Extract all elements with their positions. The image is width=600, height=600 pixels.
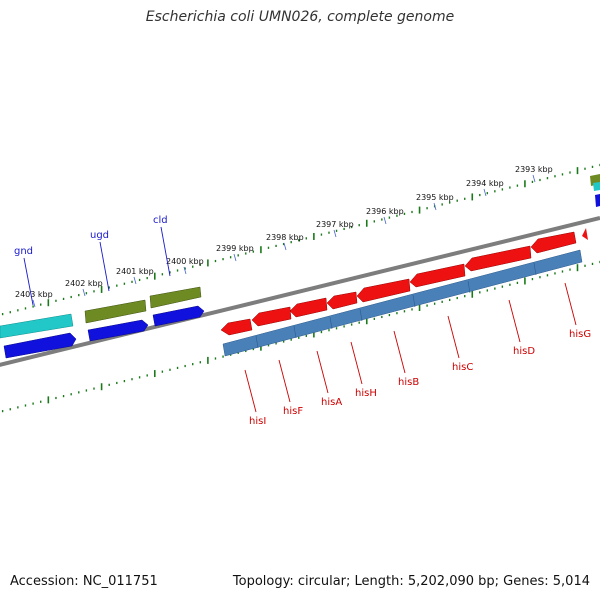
scale-label-leader (133, 276, 137, 285)
cds-arrow-partial (582, 228, 588, 240)
gene-label-hisA: hisA (321, 397, 342, 408)
cds-arrow-hisH (326, 291, 358, 310)
gene-feature-blue (595, 194, 600, 207)
genome-stats-label: Topology: circular; Length: 5,202,090 bp… (232, 574, 590, 589)
gene-leader-line (564, 282, 577, 326)
scale-label: 2399 kbp (216, 244, 254, 253)
genome-backbone (0, 216, 600, 367)
gene-leader-line (278, 359, 291, 403)
scale-label-leader (32, 299, 36, 308)
scale-label: 2393 kbp (515, 165, 553, 174)
inner-tick-track (1, 260, 600, 413)
gene-leader-line (393, 330, 406, 374)
gene-leader-line (160, 226, 171, 277)
scale-label-leader (483, 188, 487, 197)
feature-track-left (0, 286, 205, 359)
his-operon-genes (222, 249, 583, 357)
gene-leader-line (508, 299, 521, 343)
gene-label-hisG: hisG (569, 329, 591, 340)
scale-label-leader (82, 288, 86, 297)
scale-label-leader (433, 202, 437, 211)
gene-feature-blue (3, 332, 77, 359)
gene-label-hisH: hisH (355, 388, 377, 399)
scale-label: 2397 kbp (316, 220, 354, 229)
scale-label: 2400 kbp (166, 257, 204, 266)
map-title: Escherichia coli UMN026, complete genome (145, 9, 455, 25)
gene-label-hisF: hisF (283, 406, 303, 417)
cds-arrow-hisC (409, 263, 466, 288)
gene-leader-line (23, 257, 34, 306)
gene-feature-cyan (593, 182, 600, 191)
gene-feature-olive (149, 286, 202, 309)
outer-tick-track (1, 163, 600, 316)
gene-label-hisC: hisC (452, 362, 473, 373)
accession-label: Accession: NC_011751 (10, 574, 158, 589)
scale-label-leader (233, 253, 237, 262)
gene-label-ugd: ugd (90, 230, 109, 241)
scale-label: 2401 kbp (116, 267, 154, 276)
gene-feature-olive (84, 299, 147, 324)
cds-arrow-hisF (251, 306, 292, 327)
gene-label-group: gnd ugd cld hisI hisF hisA hisH hisB hisC hisD his… (14, 215, 591, 427)
scale-label-leader (333, 229, 337, 238)
gene-leader-line (244, 369, 257, 413)
gene-label-hisI: hisI (249, 416, 266, 427)
gene-leader-line (447, 315, 460, 359)
scale-label: 2394 kbp (466, 179, 504, 188)
gene-feature-blue (152, 305, 205, 327)
gene-label-hisD: hisD (513, 346, 535, 357)
gene-label-gnd: gnd (14, 246, 33, 257)
cds-arrow-hisG (530, 231, 577, 254)
cds-arrow-hisI (220, 318, 253, 336)
gene-leader-line (99, 241, 110, 292)
gene-label-hisB: hisB (398, 377, 419, 388)
gene-feature-cyan (0, 313, 74, 339)
feature-track-right-edge (582, 174, 600, 240)
scale-label-leader (383, 216, 387, 225)
scale-label: 2395 kbp (416, 193, 454, 202)
cds-arrow-hisD (464, 245, 532, 272)
cds-arrow-hisB (356, 278, 411, 303)
scale-label: 2402 kbp (65, 279, 103, 288)
scale-label-leader (283, 242, 287, 251)
scale-label-leader (532, 174, 536, 183)
gene-label-leaders (23, 226, 577, 413)
gene-feature-blue (87, 319, 149, 342)
scale-label-group: 2403 kbp 2402 kbp 2401 kbp 2400 kbp 2399 kbp… (15, 165, 553, 308)
scale-label: 2396 kbp (366, 207, 404, 216)
scale-label: 2398 kbp (266, 233, 304, 242)
gene-label-cld: cld (153, 215, 168, 226)
gene-leader-line (316, 350, 329, 394)
gene-bar-steel (222, 249, 583, 357)
cds-arrow-hisA (289, 297, 328, 318)
gene-leader-line (350, 341, 363, 385)
scale-label-leader (183, 266, 187, 275)
his-operon-cds (220, 231, 577, 336)
scale-label: 2403 kbp (15, 290, 53, 299)
